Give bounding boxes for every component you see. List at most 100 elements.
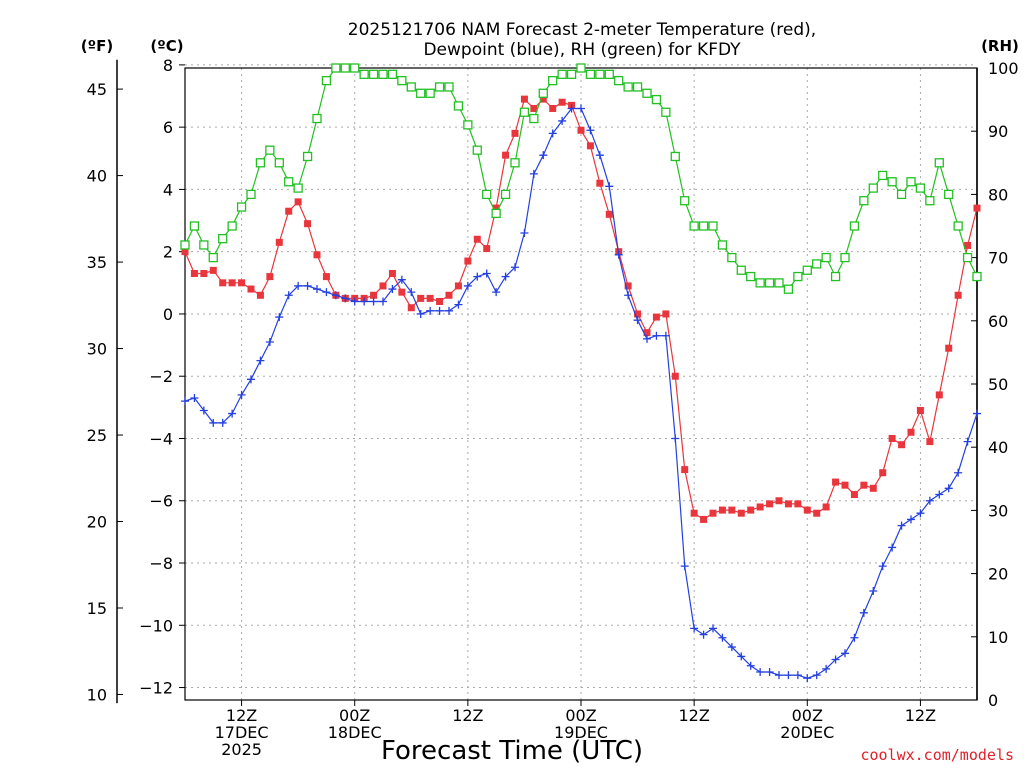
rh-point — [953, 221, 963, 231]
x-tick-label: 12Z — [452, 706, 483, 725]
temperature-point — [784, 500, 792, 508]
rh-point — [331, 63, 341, 73]
celsius-tick-label: −4 — [149, 429, 173, 448]
rh-point — [227, 221, 237, 231]
rh-point — [321, 75, 332, 86]
rh-tick-label: 20 — [988, 565, 1008, 584]
celsius-tick-label: −8 — [149, 554, 173, 573]
temperature-point — [728, 506, 736, 514]
rh-point — [821, 252, 831, 263]
dewpoint-point — [388, 285, 397, 294]
rh-point — [312, 113, 322, 124]
temperature-point — [313, 251, 321, 259]
temperature-point — [671, 372, 679, 380]
temperature-point — [304, 220, 312, 228]
temperature-point — [775, 497, 783, 505]
rh-point — [878, 170, 888, 181]
rh-point — [689, 221, 699, 231]
temperature-point — [803, 506, 811, 514]
dewpoint-point — [539, 151, 548, 160]
temperature-point — [502, 151, 510, 159]
rh-point — [661, 107, 671, 117]
rh-point — [925, 196, 935, 206]
dewpoint-point — [793, 671, 802, 680]
temperature-point — [256, 291, 264, 299]
rh-point — [463, 120, 473, 130]
dewpoint-point — [350, 297, 359, 306]
rh-point — [755, 278, 765, 288]
rh-point — [406, 82, 416, 92]
dewpoint-point — [520, 229, 529, 238]
celsius-tick-label: −2 — [149, 367, 173, 386]
dewpoint-point — [228, 409, 237, 418]
dewpoint-point — [897, 521, 906, 530]
dewpoint-point — [935, 490, 944, 499]
dewpoint-point — [727, 643, 736, 652]
temperature-point — [652, 313, 660, 321]
temperature-point — [379, 282, 387, 290]
dewpoint-point — [822, 664, 831, 673]
rh-point — [802, 265, 812, 275]
celsius-tick-label: 0 — [163, 305, 173, 324]
rh-tick-label: 80 — [988, 185, 1008, 204]
dewpoint-point — [737, 652, 746, 661]
rh-tick-label: 70 — [988, 249, 1008, 268]
rh-point — [236, 202, 247, 212]
x-tick-label: 2025 — [221, 740, 262, 759]
temperature-point — [388, 269, 396, 277]
temperature-point — [964, 241, 972, 249]
temperature-point — [662, 310, 670, 318]
temperature-point — [266, 273, 274, 281]
rh-point — [793, 271, 803, 282]
temperature-point — [916, 406, 924, 414]
dewpoint-point — [445, 306, 453, 315]
dewpoint-point — [181, 397, 189, 406]
temperature-point — [454, 282, 462, 290]
temperature-point — [869, 484, 877, 492]
x-tick-label: 18DEC — [328, 723, 382, 742]
rh-point — [915, 183, 926, 193]
temperature-point — [539, 95, 547, 103]
rh-point — [887, 177, 897, 187]
dewpoint-point — [548, 129, 557, 138]
fahrenheit-tick-label: 20 — [87, 513, 107, 532]
dewpoint-point — [360, 297, 369, 306]
dewpoint-point — [284, 291, 293, 300]
dewpoint-point — [916, 509, 925, 518]
rh-point — [670, 151, 680, 162]
fahrenheit-unit-label: (ºF) — [81, 37, 113, 55]
x-tick-label: 12Z — [678, 706, 709, 725]
temperature-point — [228, 279, 236, 287]
rh-tick-label: 10 — [988, 628, 1008, 647]
dewpoint-point — [303, 281, 312, 290]
dewpoint-point — [463, 281, 472, 290]
temperature-point — [558, 98, 566, 106]
rh-tick-label: 90 — [988, 122, 1008, 141]
temperature-point — [860, 481, 868, 489]
rh-point — [698, 221, 709, 231]
rh-point — [529, 113, 539, 124]
dewpoint-point — [473, 272, 482, 281]
rh-point — [491, 208, 501, 219]
temperature-point — [200, 269, 208, 277]
temperature-point — [549, 104, 557, 112]
dewpoint-point — [492, 288, 501, 297]
temperature-point — [464, 257, 472, 265]
dewpoint-point — [218, 418, 227, 427]
temperature-point — [370, 291, 378, 299]
rh-point — [265, 145, 275, 155]
dewpoint-point — [784, 671, 793, 680]
x-tick-label: 17DEC — [215, 723, 269, 742]
dewpoint-point — [803, 674, 812, 683]
dewpoint-point — [756, 667, 765, 676]
fahrenheit-tick-label: 45 — [87, 80, 107, 99]
credit-text[interactable]: coolwx.com/models — [860, 746, 1014, 764]
dewpoint-point — [944, 484, 953, 493]
dewpoint-point — [709, 624, 717, 633]
temperature-point — [322, 273, 330, 281]
fahrenheit-tick-label: 40 — [87, 167, 107, 186]
temperature-point — [209, 266, 217, 274]
rh-point — [434, 82, 445, 92]
rh-point — [840, 252, 850, 263]
x-tick-label: 00Z — [792, 706, 823, 725]
